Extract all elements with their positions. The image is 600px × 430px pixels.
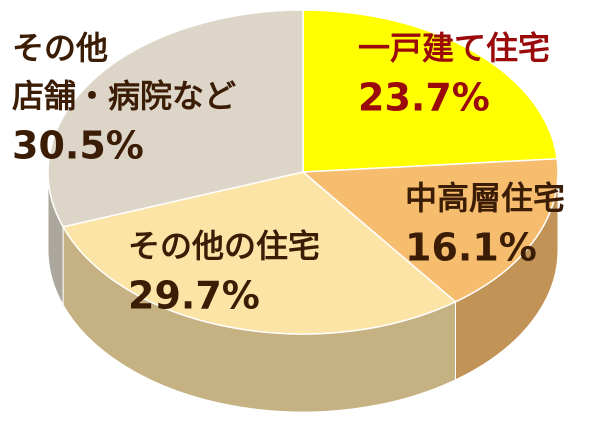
value-label: 16.1% xyxy=(405,226,537,270)
slice-label: 一戸建て住宅 xyxy=(358,29,550,67)
slice xyxy=(47,9,304,228)
value-label: 30.5% xyxy=(12,124,144,168)
value-label: 29.7% xyxy=(128,274,260,318)
slice xyxy=(61,171,457,335)
slice-label: 中高層住宅 xyxy=(405,179,565,217)
slice-label: その他店舗・病院など xyxy=(12,29,236,115)
value-label: 23.7% xyxy=(358,76,490,120)
slice xyxy=(302,9,558,173)
slice xyxy=(301,157,559,303)
slice-label: その他の住宅 xyxy=(128,227,320,265)
